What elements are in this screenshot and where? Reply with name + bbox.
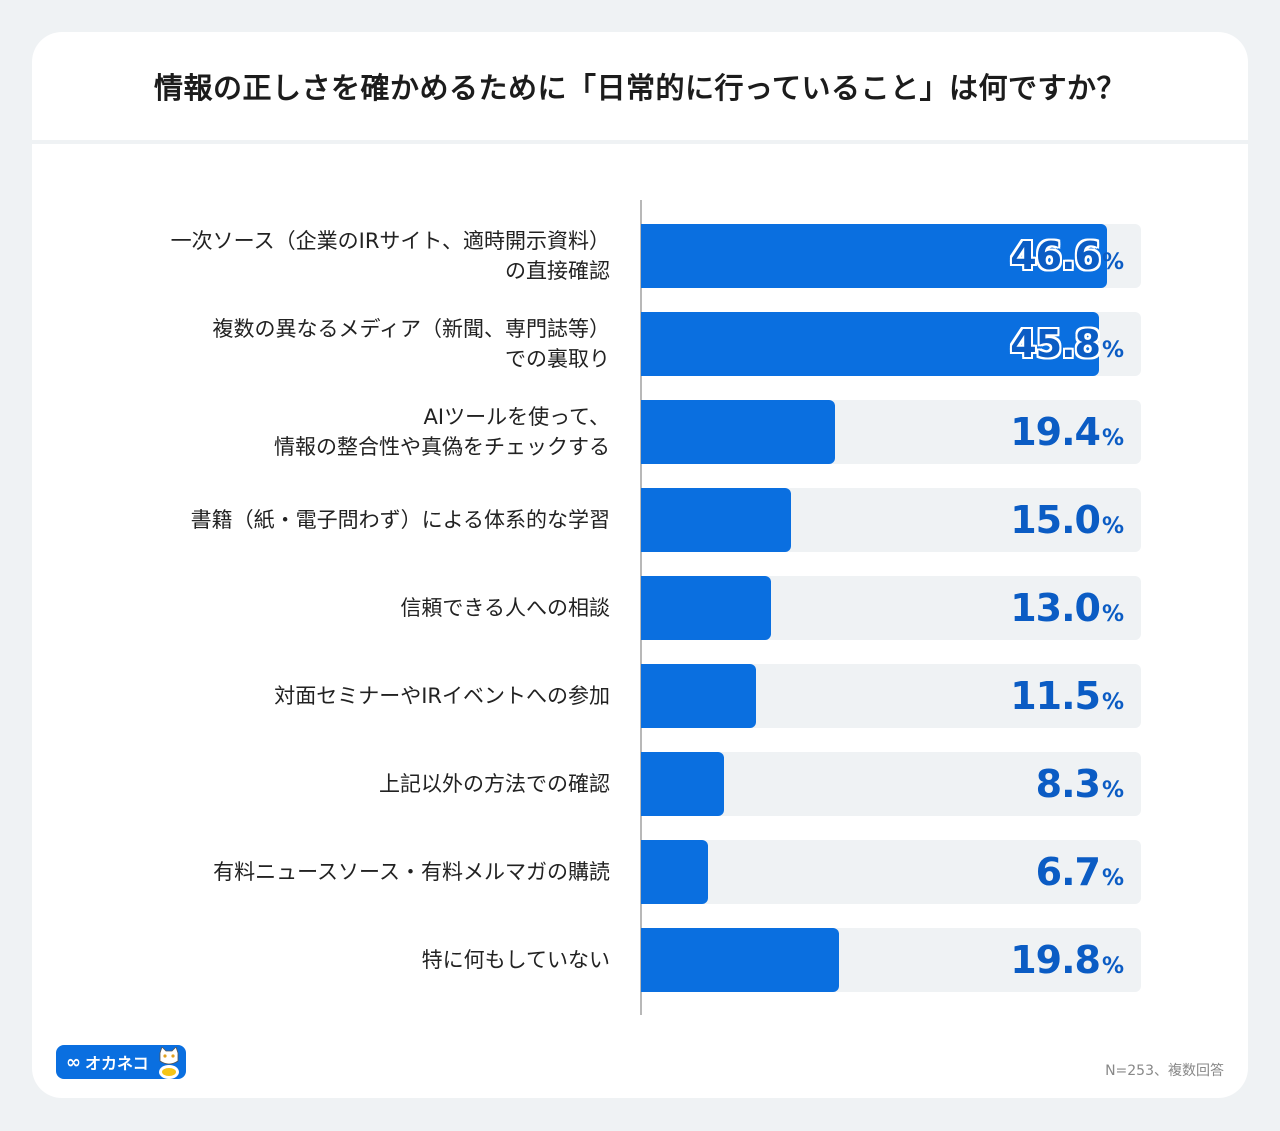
data-label-unit: % [1101,777,1124,803]
data-label: 8.3% [1036,752,1124,816]
bar-row: 特に何もしていない 19.8% [32,928,1248,992]
bar-row: 有料ニュースソース・有料メルマガの購読 6.7% [32,840,1248,904]
footnote: N=253、複数回答 [1105,1063,1224,1079]
data-label: 19.4% [1010,400,1124,464]
data-label-unit: % [1101,865,1124,891]
data-label: 19.8% [1010,928,1124,992]
data-label: 13.0% [1010,576,1124,640]
data-label: 46.6% [1010,224,1124,288]
data-label-value: 13.0 [1010,586,1101,630]
okaneko-logo: ∞ オカネコ [56,1045,186,1079]
bar-row: 上記以外の方法での確認 8.3% [32,752,1248,816]
bar-row: 一次ソース（企業のIRサイト、適時開示資料） の直接確認 46.6% [32,224,1248,288]
logo-text: オカネコ [85,1054,149,1073]
data-label-value: 15.0 [1010,498,1101,542]
category-label: 上記以外の方法での確認 [379,772,610,796]
data-label-value: 45.8 [1010,322,1101,366]
chart-card: 情報の正しさを確かめるために「日常的に行っていること」は何ですか？ 一次ソース（… [32,32,1248,1098]
bar [641,488,791,552]
data-label-value: 19.8 [1010,938,1101,982]
category-label: 特に何もしていない [421,948,610,972]
data-label-value: 8.3 [1035,762,1101,806]
data-label-value: 46.6 [1010,234,1101,278]
category-label: 複数の異なるメディア（新聞、専門誌等） での裏取り [212,317,610,371]
data-label-unit: % [1101,249,1124,275]
data-label-unit: % [1101,953,1124,979]
bar-row: 信頼できる人への相談 13.0% [32,576,1248,640]
category-label: AIツールを使って、 情報の整合性や真偽をチェックする [274,405,610,459]
infinity-icon: ∞ [66,1051,81,1073]
category-label: 書籍（紙・電子問わず）による体系的な学習 [190,508,610,532]
bar-track [641,752,1141,816]
data-label-unit: % [1101,601,1124,627]
bar [641,928,839,992]
cat-mascot-icon [159,1047,179,1079]
bar-row: 複数の異なるメディア（新聞、専門誌等） での裏取り 45.8% [32,312,1248,376]
bar [641,840,708,904]
bar-row: 対面セミナーやIRイベントへの参加 11.5% [32,664,1248,728]
category-label: 対面セミナーやIRイベントへの参加 [274,684,610,708]
bar [641,752,724,816]
data-label-unit: % [1101,337,1124,363]
data-label-unit: % [1101,425,1124,451]
bar [641,664,756,728]
bar [641,224,1107,288]
category-label: 信頼できる人への相談 [400,596,610,620]
bar-row: AIツールを使って、 情報の整合性や真偽をチェックする 19.4% [32,400,1248,464]
bar [641,312,1099,376]
data-label: 6.7% [1036,840,1124,904]
bar [641,400,835,464]
data-label-value: 6.7 [1035,850,1101,894]
category-label: 有料ニュースソース・有料メルマガの購読 [213,860,610,884]
data-label: 11.5% [1010,664,1124,728]
bar [641,576,771,640]
data-label-unit: % [1101,689,1124,715]
data-label-value: 19.4 [1010,410,1101,454]
chart-title: 情報の正しさを確かめるために「日常的に行っていること」は何ですか？ [153,71,1127,105]
bar-track [641,840,1141,904]
data-label: 45.8% [1010,312,1124,376]
data-label: 15.0% [1010,488,1124,552]
bar-row: 書籍（紙・電子問わず）による体系的な学習 15.0% [32,488,1248,552]
data-label-value: 11.5 [1010,674,1101,718]
title-divider [32,140,1248,144]
data-label-unit: % [1101,513,1124,539]
category-label: 一次ソース（企業のIRサイト、適時開示資料） の直接確認 [170,229,610,283]
